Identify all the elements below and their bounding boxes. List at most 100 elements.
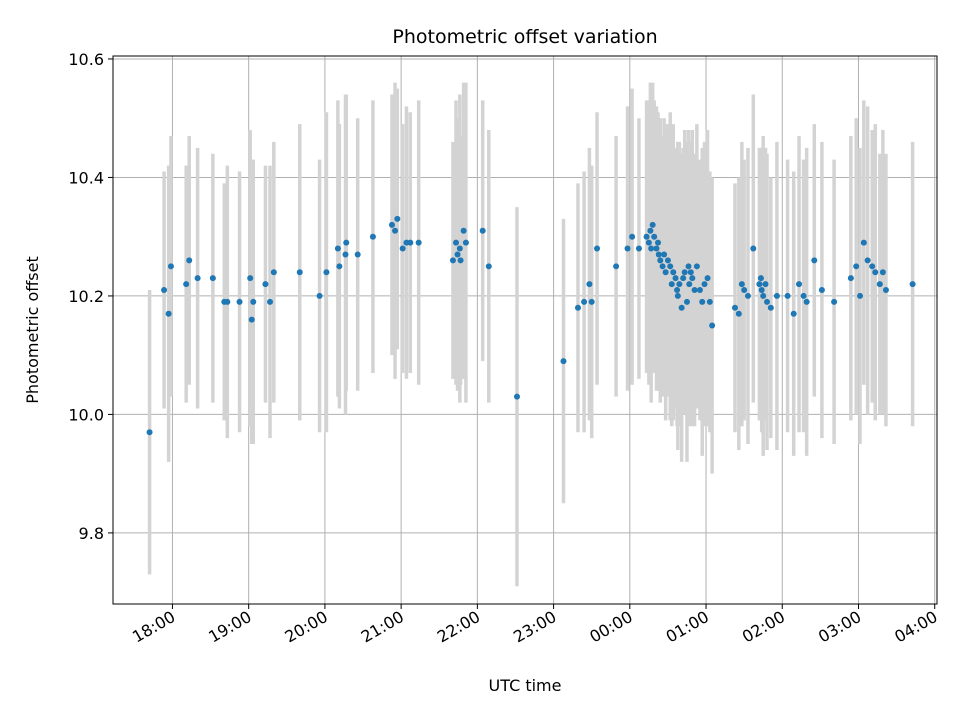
data-point <box>407 239 414 246</box>
data-point <box>388 221 395 228</box>
data-point <box>662 269 669 276</box>
data-point <box>735 310 742 317</box>
data-point <box>758 287 765 294</box>
data-point <box>457 257 464 264</box>
y-axis-title: Photometric offset <box>23 256 42 404</box>
data-point <box>624 245 631 252</box>
data-point <box>818 287 825 294</box>
data-point <box>655 239 662 246</box>
data-point <box>460 227 467 234</box>
data-point <box>262 281 269 288</box>
data-point <box>674 287 681 294</box>
data-point <box>696 287 703 294</box>
data-point <box>882 287 889 294</box>
data-point <box>316 292 323 299</box>
data-point <box>354 251 361 258</box>
data-point <box>699 298 706 305</box>
data-point <box>648 245 655 252</box>
data-point <box>574 304 581 311</box>
data-point <box>847 275 854 282</box>
data-point <box>236 298 243 305</box>
data-point <box>165 310 172 317</box>
y-axis-ticks: 9.8 10.0 10.2 10.4 10.6 <box>68 50 113 543</box>
data-point <box>857 292 864 299</box>
data-point <box>653 245 660 252</box>
data-point <box>764 298 771 305</box>
data-point <box>750 245 757 252</box>
data-point <box>334 245 341 252</box>
data-point <box>454 251 461 258</box>
data-point <box>392 227 399 234</box>
data-point <box>186 257 193 264</box>
data-point <box>864 257 871 264</box>
data-point <box>645 239 652 246</box>
data-point <box>224 298 231 305</box>
data-point <box>369 233 376 240</box>
data-point <box>194 275 201 282</box>
data-point <box>659 263 666 270</box>
data-point <box>876 281 883 288</box>
y-tick-label: 10.2 <box>68 287 104 306</box>
data-point <box>790 310 797 317</box>
data-point <box>296 269 303 276</box>
data-point <box>681 269 688 276</box>
data-point <box>323 269 330 276</box>
data-point <box>209 275 216 282</box>
data-points <box>146 215 916 436</box>
data-point <box>784 292 791 299</box>
chart-title: Photometric offset variation <box>392 26 657 48</box>
data-point <box>672 275 679 282</box>
data-point <box>683 298 690 305</box>
data-point <box>513 393 520 400</box>
data-point <box>756 281 763 288</box>
data-point <box>687 269 694 276</box>
data-point <box>657 257 664 264</box>
data-point <box>773 292 780 299</box>
data-point <box>693 263 700 270</box>
data-point <box>586 281 593 288</box>
data-point <box>909 281 916 288</box>
y-tick-label: 10.6 <box>68 50 104 69</box>
data-point <box>667 263 674 270</box>
data-point <box>649 221 656 228</box>
data-point <box>831 298 838 305</box>
data-point <box>664 257 671 264</box>
data-point <box>613 263 620 270</box>
data-point <box>415 239 422 246</box>
data-point <box>811 257 818 264</box>
data-point <box>647 227 654 234</box>
data-point <box>655 251 662 258</box>
data-point <box>267 298 274 305</box>
plot-frame <box>112 55 938 605</box>
data-point <box>643 233 650 240</box>
data-point <box>685 263 692 270</box>
data-point <box>270 269 277 276</box>
data-point <box>869 263 876 270</box>
data-point <box>706 298 713 305</box>
data-point <box>661 251 668 258</box>
data-point <box>479 227 486 234</box>
data-point <box>757 275 764 282</box>
x-axis-title: UTC time <box>489 676 562 695</box>
data-point <box>738 281 745 288</box>
data-point <box>872 269 879 276</box>
y-tick-label: 10.4 <box>68 168 104 187</box>
data-point <box>161 287 168 294</box>
data-point <box>860 239 867 246</box>
data-point <box>853 263 860 270</box>
data-point <box>762 281 769 288</box>
data-point <box>800 292 807 299</box>
data-point <box>462 239 469 246</box>
data-point <box>485 263 492 270</box>
data-point <box>686 281 693 288</box>
data-point <box>689 275 696 282</box>
data-point <box>342 251 349 258</box>
data-point <box>449 257 456 264</box>
data-point <box>588 298 595 305</box>
data-point <box>680 275 687 282</box>
data-point <box>674 292 681 299</box>
data-point <box>670 269 677 276</box>
data-point <box>560 358 567 365</box>
y-tick-label: 10.0 <box>68 405 104 424</box>
